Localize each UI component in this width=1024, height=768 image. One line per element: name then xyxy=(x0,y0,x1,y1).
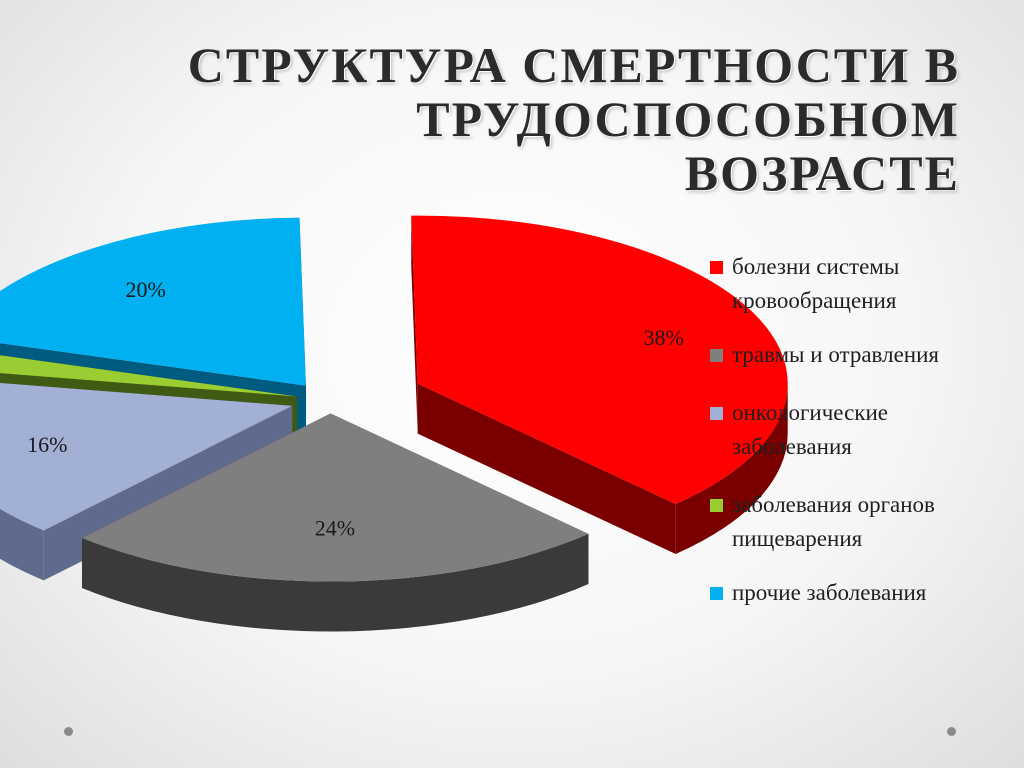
chart-legend: болезни системы кровообращения травмы и от… xyxy=(708,250,1008,610)
legend-item: заболевания органов пищеварения xyxy=(708,488,1008,556)
title-line-1: СТРУКТУРА СМЕРТНОСТИ В xyxy=(187,37,960,93)
legend-label: прочие заболевания xyxy=(732,580,927,605)
pie-slice-side xyxy=(81,533,589,632)
pie-slice-wall xyxy=(411,215,418,434)
title-line-2: ТРУДОСПОСОБНОМ ВОЗРАСТЕ xyxy=(416,91,960,201)
legend-item: болезни системы кровообращения xyxy=(708,250,1008,318)
data-label: 24% xyxy=(315,516,355,541)
data-label: 20% xyxy=(125,277,165,302)
legend-label: пищеварения xyxy=(732,526,863,551)
legend-item: травмы и отравления xyxy=(708,338,1008,372)
pie-slice-top xyxy=(0,217,306,386)
legend-label: кровообращения xyxy=(732,288,897,313)
legend-label: онкологические xyxy=(732,400,888,425)
pie-slice-top xyxy=(0,382,293,531)
legend-label: болезни системы xyxy=(732,254,900,279)
data-label: 16% xyxy=(27,432,67,457)
legend-swatch xyxy=(710,261,723,274)
pie-slice-injuries xyxy=(81,413,589,632)
corner-dot-left xyxy=(64,727,73,736)
pie-slice-wall xyxy=(417,383,676,555)
legend-label: травмы и отравления xyxy=(732,342,939,367)
slide-title: СТРУКТУРА СМЕРТНОСТИ В ТРУДОСПОСОБНОМ ВО… xyxy=(150,38,960,200)
legend-swatch xyxy=(710,499,723,512)
legend-label: заболевания органов xyxy=(732,492,935,517)
legend-swatch xyxy=(710,407,723,420)
legend-item: онкологические заболевания xyxy=(708,396,1008,464)
legend-swatch xyxy=(710,587,723,600)
pie-slice-side xyxy=(0,508,44,581)
pie-slice-side xyxy=(675,383,788,555)
data-label: 38% xyxy=(643,325,683,350)
pie-slice-circulatory xyxy=(411,215,788,555)
pie-slice-top xyxy=(411,215,788,505)
legend-swatch xyxy=(710,349,723,362)
pie-slice-top xyxy=(81,413,589,582)
pie-slice-top xyxy=(0,355,297,397)
legend-label: заболевания xyxy=(732,434,852,459)
legend-item: прочие заболевания xyxy=(708,576,1008,610)
corner-dot-right xyxy=(947,727,956,736)
